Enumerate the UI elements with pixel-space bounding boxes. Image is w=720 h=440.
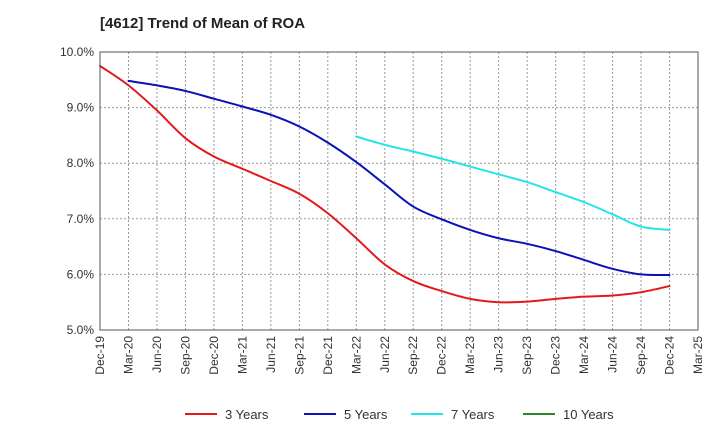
x-tick-label: Mar-24 <box>577 336 591 374</box>
x-tick-label: Mar-23 <box>463 336 477 374</box>
x-tick-label: Jun-20 <box>150 336 164 373</box>
x-tick-label: Jun-22 <box>378 336 392 373</box>
legend: 3 Years 5 Years 7 Years 10 Years <box>185 407 614 422</box>
grid-layer <box>100 52 698 330</box>
legend-label-5-years: 5 Years <box>344 407 388 422</box>
x-tick-label: Sep-20 <box>178 336 192 375</box>
y-tick-label: 9.0% <box>67 101 95 115</box>
plot-frame <box>99 51 699 331</box>
x-tick-label: Dec-23 <box>549 336 563 375</box>
x-tick-label: Sep-24 <box>634 336 648 375</box>
x-tick-label: Dec-21 <box>321 336 335 375</box>
x-tick-label: Jun-21 <box>264 336 278 373</box>
x-tick-label: Sep-21 <box>292 336 306 375</box>
x-tick-label: Dec-19 <box>93 336 107 375</box>
y-tick-label: 10.0% <box>60 45 94 59</box>
x-tick-label: Mar-22 <box>349 336 363 374</box>
x-tick-label: Jun-24 <box>606 336 620 373</box>
x-tick-label: Sep-22 <box>406 336 420 375</box>
y-tick-label: 6.0% <box>67 267 95 281</box>
x-tick-label: Jun-23 <box>492 336 506 373</box>
tick-layer: 5.0% 6.0% 7.0% 8.0% 9.0% 10.0% Dec-19 Mar-20 Jun… <box>60 45 705 375</box>
y-tick-label: 8.0% <box>67 156 95 170</box>
x-tick-label: Mar-25 <box>691 336 705 374</box>
y-tick-label: 5.0% <box>67 323 95 337</box>
x-tick-label: Dec-22 <box>435 336 449 375</box>
chart-title: [4612] Trend of Mean of ROA <box>100 15 305 32</box>
series-line-3-years <box>99 64 671 304</box>
x-tick-label: Dec-20 <box>207 336 221 375</box>
x-tick-label: Mar-21 <box>235 336 249 374</box>
x-tick-label: Mar-20 <box>121 336 135 374</box>
legend-label-10-years: 10 Years <box>563 407 614 422</box>
series-layer <box>99 64 671 304</box>
x-tick-label: Dec-24 <box>663 336 677 375</box>
legend-label-7-years: 7 Years <box>451 407 495 422</box>
legend-label-3-years: 3 Years <box>225 407 269 422</box>
y-tick-label: 7.0% <box>67 212 95 226</box>
x-tick-label: Sep-23 <box>520 336 534 375</box>
series-line-7-years <box>355 135 671 231</box>
series-line-5-years <box>127 79 671 277</box>
